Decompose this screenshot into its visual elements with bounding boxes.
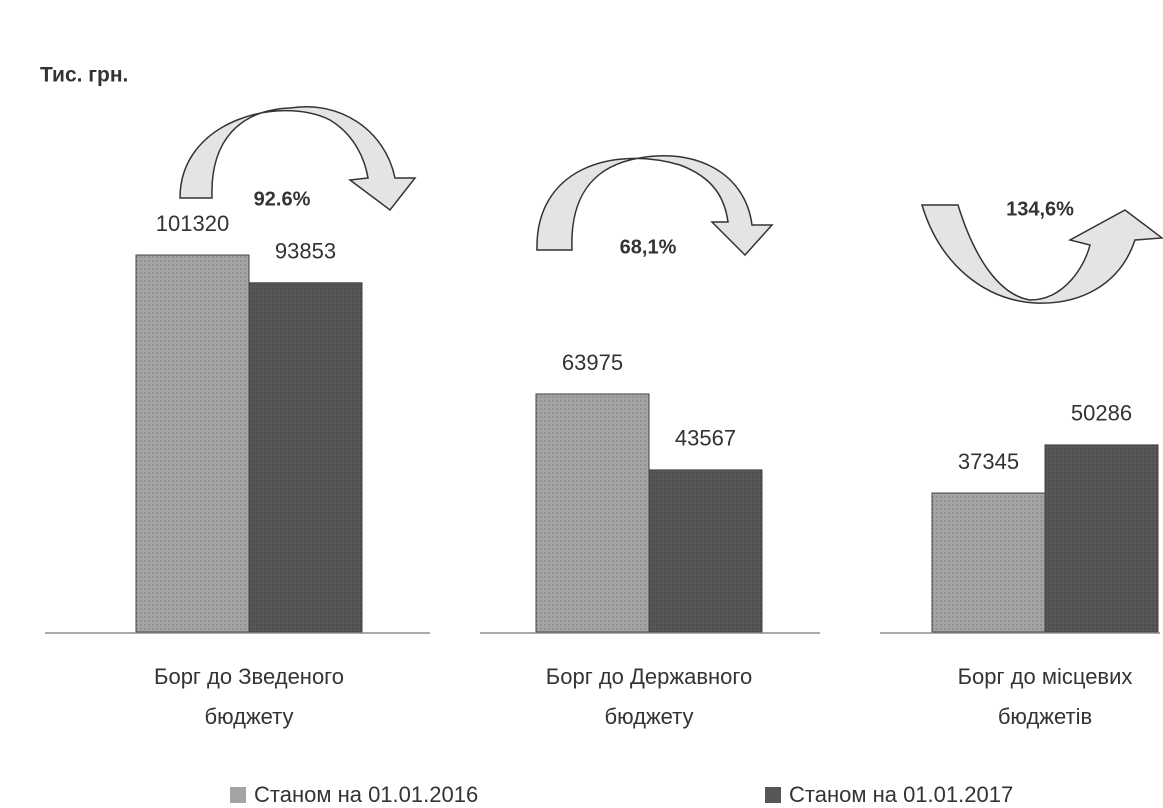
arrow: [536, 155, 774, 257]
bar-texture: [1045, 444, 1158, 632]
bar-texture: [536, 393, 649, 632]
value-label: 43567: [675, 426, 736, 451]
annotation: 68,1%: [620, 236, 677, 258]
category-line: бюджету: [605, 704, 694, 729]
bar-texture: [249, 282, 362, 632]
arrow: [179, 106, 417, 212]
value-label: 93853: [275, 239, 336, 264]
legend-label: Станом на 01.01.2016: [254, 782, 478, 807]
category-line: Борг до Державного: [546, 664, 752, 689]
value-label: 50286: [1071, 401, 1132, 426]
arrows: [179, 106, 1163, 304]
annotation: 92.6%: [254, 188, 311, 210]
value-label: 37345: [958, 449, 1019, 474]
annotation: 134,6%: [1006, 198, 1074, 220]
category-label: Борг до Зведеного бюджету: [154, 664, 344, 729]
value-label: 101320: [156, 211, 229, 236]
category-line: Борг до місцевих: [958, 664, 1133, 689]
bar-texture: [136, 255, 249, 632]
value-label: 63975: [562, 350, 623, 375]
legend-swatch: [230, 787, 246, 803]
bar-texture: [932, 493, 1045, 632]
category-label: Борг до місцевих бюджетів: [958, 664, 1133, 729]
category-label: Борг до Державного бюджету: [546, 664, 752, 729]
category-line: бюджетів: [998, 704, 1092, 729]
legend-label: Станом на 01.01.2017: [789, 782, 1013, 807]
bar-texture: [649, 469, 762, 632]
arrow: [920, 204, 1163, 304]
unit-label: Тис. грн.: [40, 64, 128, 87]
category-line: Борг до Зведеного: [154, 664, 344, 689]
legend-swatch: [765, 787, 781, 803]
category-line: бюджету: [205, 704, 294, 729]
